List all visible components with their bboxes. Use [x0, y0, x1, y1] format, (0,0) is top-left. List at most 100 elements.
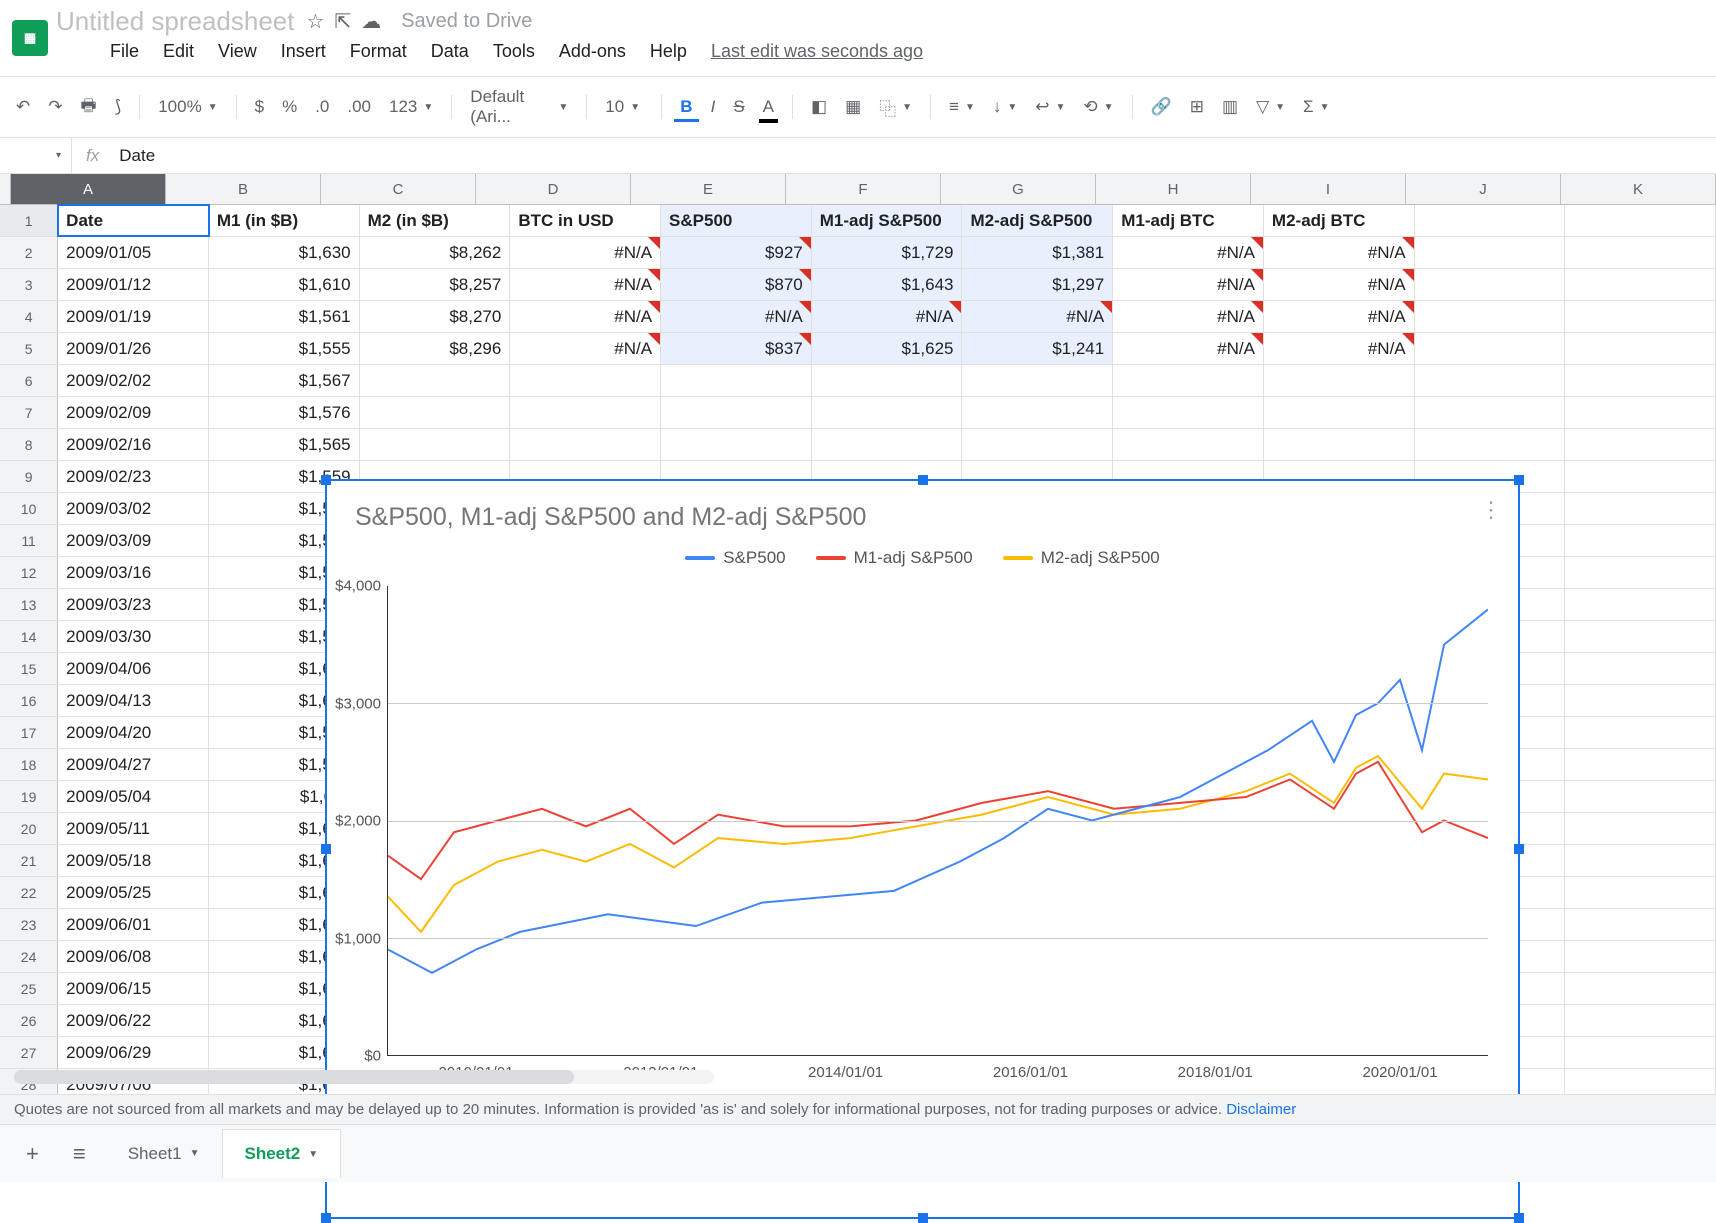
menu-data[interactable]: Data [431, 41, 469, 62]
col-header-K[interactable]: K [1561, 174, 1716, 204]
cell[interactable]: $1,729 [812, 237, 963, 268]
cell[interactable] [812, 365, 963, 396]
valign-button[interactable]: ↓▼ [987, 93, 1023, 121]
cell[interactable]: 2009/03/09 [58, 525, 209, 556]
cell[interactable] [661, 397, 812, 428]
cell[interactable] [1264, 429, 1415, 460]
cell[interactable]: #N/A [1113, 237, 1264, 268]
cell[interactable]: #N/A [1264, 301, 1415, 332]
row-header[interactable]: 4 [0, 301, 58, 332]
bold-button[interactable]: B [674, 93, 698, 122]
cell[interactable]: $8,262 [360, 237, 511, 268]
cell[interactable]: 2009/06/08 [58, 941, 209, 972]
cell[interactable]: 2009/04/20 [58, 717, 209, 748]
cell[interactable] [360, 397, 511, 428]
cell[interactable]: $1,625 [812, 333, 963, 364]
fill-color-button[interactable]: ◧ [805, 93, 833, 121]
resize-handle[interactable] [918, 475, 928, 485]
cell[interactable]: $1,576 [209, 397, 360, 428]
cell[interactable] [1565, 333, 1716, 364]
row-header[interactable]: 3 [0, 269, 58, 300]
cell[interactable] [360, 365, 511, 396]
cell[interactable]: #N/A [1264, 333, 1415, 364]
cell[interactable] [1565, 1005, 1716, 1036]
cell[interactable] [510, 365, 661, 396]
cell[interactable] [812, 429, 963, 460]
sheet-tab[interactable]: Sheet2 ▼ [222, 1129, 342, 1178]
row-header[interactable]: 25 [0, 973, 58, 1004]
cell[interactable]: #N/A [661, 301, 812, 332]
cell[interactable]: 2009/02/09 [58, 397, 209, 428]
row-header[interactable]: 10 [0, 493, 58, 524]
cell[interactable]: $1,561 [209, 301, 360, 332]
wrap-button[interactable]: ↩▼ [1029, 93, 1071, 121]
col-header-F[interactable]: F [786, 174, 941, 204]
row-header[interactable]: 2 [0, 237, 58, 268]
cell[interactable]: #N/A [1113, 333, 1264, 364]
menu-tools[interactable]: Tools [493, 41, 535, 62]
cell[interactable]: $1,567 [209, 365, 360, 396]
select-all-corner[interactable] [0, 174, 11, 204]
cell[interactable]: 2009/06/22 [58, 1005, 209, 1036]
cell[interactable] [1113, 397, 1264, 428]
cell[interactable] [1565, 269, 1716, 300]
cell[interactable]: $1,565 [209, 429, 360, 460]
horizontal-scrollbar[interactable] [14, 1070, 714, 1084]
cell[interactable]: 2009/05/11 [58, 813, 209, 844]
cell[interactable]: $870 [661, 269, 812, 300]
cell[interactable]: $8,296 [360, 333, 511, 364]
row-header[interactable]: 9 [0, 461, 58, 492]
cell[interactable]: $1,630 [209, 237, 360, 268]
cell[interactable] [1565, 461, 1716, 492]
resize-handle[interactable] [1514, 1213, 1524, 1223]
format-percent[interactable]: % [276, 93, 303, 121]
borders-button[interactable]: ▦ [839, 93, 867, 121]
col-header-H[interactable]: H [1096, 174, 1251, 204]
cell[interactable] [661, 365, 812, 396]
header-cell[interactable]: Date [58, 205, 209, 236]
cell[interactable]: #N/A [510, 301, 661, 332]
row-header[interactable]: 17 [0, 717, 58, 748]
format-more[interactable]: 123▼ [383, 93, 439, 121]
row-header[interactable]: 27 [0, 1037, 58, 1068]
row-header[interactable]: 15 [0, 653, 58, 684]
cell[interactable] [360, 429, 511, 460]
col-header-E[interactable]: E [631, 174, 786, 204]
row-header[interactable]: 14 [0, 621, 58, 652]
doc-title[interactable]: Untitled spreadsheet [56, 6, 294, 37]
resize-handle[interactable] [918, 1213, 928, 1223]
cell[interactable]: #N/A [962, 301, 1113, 332]
link-button[interactable]: 🔗 [1145, 93, 1178, 121]
comment-button[interactable]: ⊞ [1184, 93, 1210, 121]
merge-button[interactable]: ⿻▼ [873, 91, 918, 124]
row-header[interactable]: 26 [0, 1005, 58, 1036]
cell[interactable]: 2009/05/04 [58, 781, 209, 812]
fontsize-select[interactable]: 10▼ [599, 93, 649, 121]
sheets-logo[interactable]: ▦ [12, 20, 48, 56]
cell[interactable] [1565, 813, 1716, 844]
cell[interactable] [812, 397, 963, 428]
row-header[interactable]: 22 [0, 877, 58, 908]
last-edit-link[interactable]: Last edit was seconds ago [711, 41, 923, 62]
cell[interactable]: $1,297 [962, 269, 1113, 300]
cell[interactable]: $1,610 [209, 269, 360, 300]
cell[interactable]: #N/A [1113, 301, 1264, 332]
cell[interactable]: #N/A [510, 269, 661, 300]
col-header-I[interactable]: I [1251, 174, 1406, 204]
cell[interactable]: #N/A [510, 237, 661, 268]
header-cell[interactable]: S&P500 [661, 205, 812, 236]
menu-edit[interactable]: Edit [163, 41, 194, 62]
cell[interactable]: 2009/04/27 [58, 749, 209, 780]
cell[interactable] [1565, 845, 1716, 876]
add-sheet-button[interactable]: + [12, 1131, 53, 1177]
cell[interactable] [1264, 365, 1415, 396]
cell[interactable] [1113, 429, 1264, 460]
cell[interactable] [1565, 717, 1716, 748]
cell[interactable]: 2009/01/26 [58, 333, 209, 364]
cell[interactable]: 2009/02/02 [58, 365, 209, 396]
col-header-J[interactable]: J [1406, 174, 1561, 204]
cell[interactable]: 2009/05/25 [58, 877, 209, 908]
row-header[interactable]: 11 [0, 525, 58, 556]
menu-view[interactable]: View [218, 41, 257, 62]
resize-handle[interactable] [321, 1213, 331, 1223]
